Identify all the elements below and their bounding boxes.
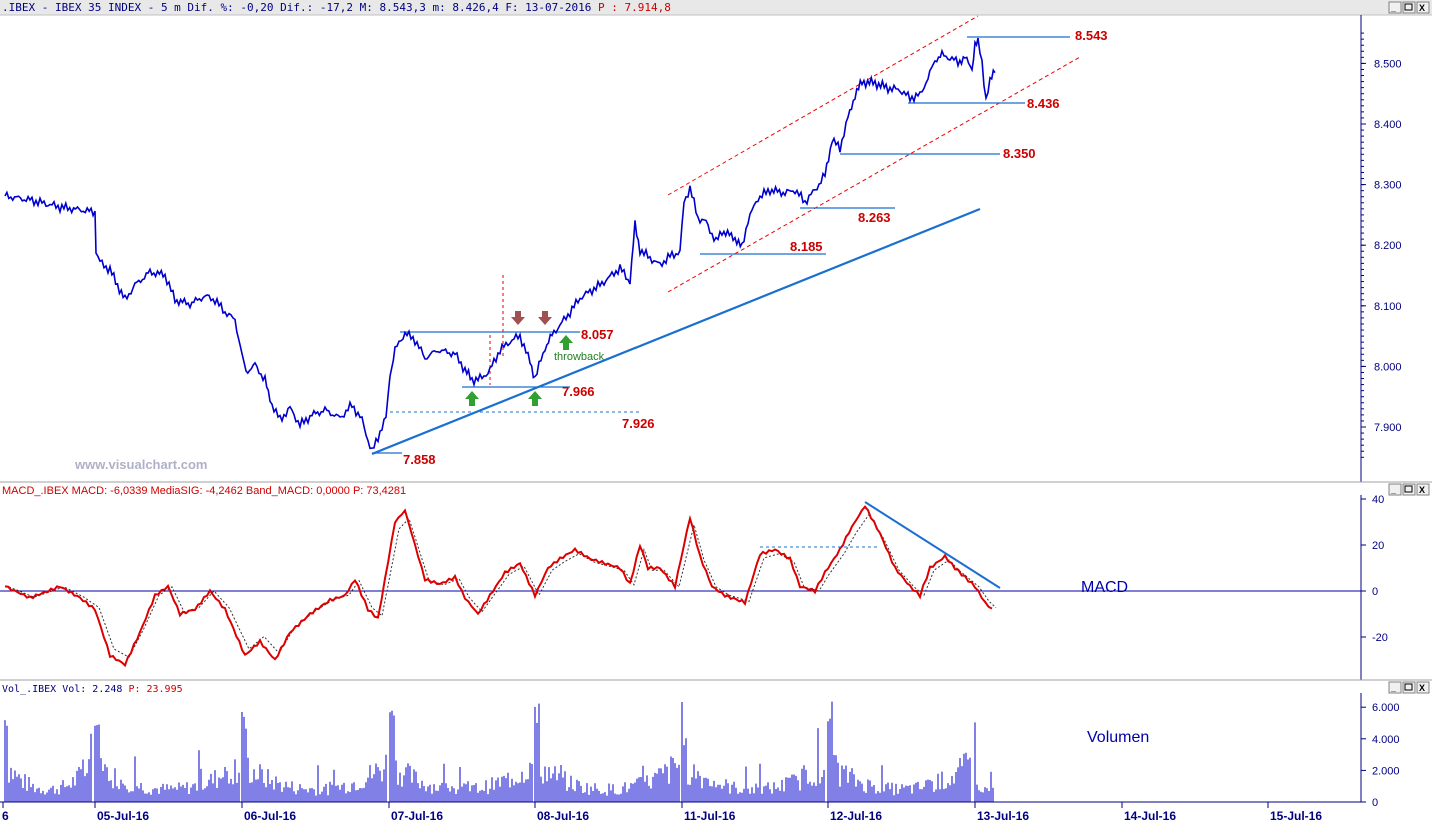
macd-axis-label: 0	[1372, 586, 1378, 598]
macd-close-icon: X	[1419, 485, 1425, 495]
level-label: 7.966	[562, 384, 595, 399]
price-axis-label: 8.500	[1374, 58, 1402, 70]
date-axis: 6 05-Jul-16 06-Jul-16 07-Jul-16 08-Jul-16 11-…	[0, 801, 1361, 823]
macd-header: MACD_.IBEX MACD: -6,0339 MediaSIG: -4,24…	[2, 485, 406, 497]
volume-axis-label: 4.000	[1372, 734, 1400, 746]
volume-axis: 6.000 4.000 2.000 0	[1361, 702, 1400, 809]
level-label: 8.543	[1075, 28, 1108, 43]
price-line	[4, 37, 996, 450]
volume-header-main: Vol_.IBEX Vol: 2.248	[2, 684, 128, 695]
volume-header-last: P: 23.995	[128, 684, 182, 695]
down-arrow-icon	[538, 311, 552, 325]
volume-window-controls: _ X	[1388, 681, 1430, 694]
macd-minimize-button[interactable]	[1388, 483, 1402, 496]
close-icon: X	[1419, 3, 1425, 13]
price-axis-label: 8.100	[1374, 301, 1402, 313]
volume-axis-label: 2.000	[1372, 765, 1400, 777]
date-axis-label: 6	[2, 809, 9, 823]
up-arrow-icon	[559, 335, 573, 350]
price-axis-label: 8.200	[1374, 240, 1402, 252]
date-axis-label: 08-Jul-16	[537, 809, 589, 823]
macd-axis-label: -20	[1372, 632, 1388, 644]
volume-label: Volumen	[1087, 729, 1149, 746]
price-header-main: .IBEX - IBEX 35 INDEX - 5 m Dif. %: -0,2…	[2, 1, 598, 14]
volume-axis-label: 6.000	[1372, 702, 1400, 714]
price-axis-label: 8.400	[1374, 119, 1402, 131]
macd-trendline	[864, 501, 1001, 589]
svg-text:.IBEX - IBEX 35 INDEX - 5 m D: .IBEX - IBEX 35 INDEX - 5 m Dif. %: -0,2…	[2, 1, 671, 14]
rising-trendline	[371, 207, 981, 456]
svg-text:Vol_.IBEX Vol: 2.248 P: 23.995: Vol_.IBEX Vol: 2.248 P: 23.995	[2, 684, 183, 695]
date-axis-label: 13-Jul-16	[977, 809, 1029, 823]
minimize-icon: _	[1390, 3, 1397, 13]
macd-close-button[interactable]	[1416, 483, 1430, 496]
macd-axis-label: 20	[1372, 540, 1384, 552]
price-overlays	[371, 15, 1081, 456]
date-axis-label: 07-Jul-16	[391, 809, 443, 823]
volume-axis-label: 0	[1372, 797, 1378, 809]
macd-line	[4, 505, 993, 668]
macd-panel: MACD_.IBEX MACD: -6,0339 MediaSIG: -4,24…	[0, 481, 1432, 680]
macd-window-controls: _ X	[1388, 483, 1430, 496]
watermark: www.visualchart.com	[74, 457, 207, 472]
price-window-controls: _ X	[1388, 1, 1430, 14]
macd-restore-icon	[1404, 485, 1413, 493]
level-labels: 8.543 8.436 8.350 8.263 8.185 8.057 7.966 7.926…	[403, 28, 1108, 467]
throwback-annotation: throwback	[554, 351, 605, 363]
date-axis-label: 05-Jul-16	[97, 809, 149, 823]
channel-upper-line	[667, 15, 979, 196]
volume-minimize-icon: _	[1390, 683, 1397, 693]
level-label: 8.436	[1027, 96, 1060, 111]
price-header-last: P : 7.914,8	[598, 1, 671, 14]
price-axis: 8.500 8.400 8.300 8.200 8.100 8.000 7.900	[1361, 32, 1402, 458]
macd-axis: 40 20 0 -20	[1361, 494, 1388, 644]
restore-icon	[1404, 3, 1413, 11]
date-axis-label: 12-Jul-16	[830, 809, 882, 823]
up-arrow-icon	[465, 391, 479, 406]
level-label: 8.263	[858, 210, 891, 225]
date-axis-label: 15-Jul-16	[1270, 809, 1322, 823]
macd-signal-line	[8, 513, 997, 658]
level-label: 7.926	[622, 416, 655, 431]
price-axis-label: 8.300	[1374, 180, 1402, 192]
volume-restore-button[interactable]	[1402, 681, 1416, 694]
volume-restore-icon	[1404, 683, 1413, 691]
volume-bars	[4, 701, 994, 802]
level-label: 8.057	[581, 327, 614, 342]
volume-close-button[interactable]	[1416, 681, 1430, 694]
close-button[interactable]	[1416, 1, 1430, 14]
macd-minimize-icon: _	[1390, 485, 1397, 495]
date-axis-label: 11-Jul-16	[684, 809, 736, 823]
volume-minimize-button[interactable]	[1388, 681, 1402, 694]
down-arrow-icon	[511, 311, 525, 325]
date-axis-label: 06-Jul-16	[244, 809, 296, 823]
up-arrow-icon	[528, 391, 542, 406]
macd-label: MACD	[1081, 579, 1128, 596]
volume-panel: Vol_.IBEX Vol: 2.248 P: 23.995 _ X 6.000…	[0, 679, 1432, 809]
date-axis-label: 14-Jul-16	[1124, 809, 1176, 823]
level-label: 8.350	[1003, 146, 1036, 161]
level-label: 8.185	[790, 239, 823, 254]
minimize-button[interactable]	[1388, 1, 1402, 14]
volume-close-icon: X	[1419, 683, 1425, 693]
macd-axis-label: 40	[1372, 494, 1384, 506]
macd-restore-button[interactable]	[1402, 483, 1416, 496]
level-label: 7.858	[403, 452, 436, 467]
price-axis-label: 8.000	[1374, 361, 1402, 373]
restore-button[interactable]	[1402, 1, 1416, 14]
price-panel: .IBEX - IBEX 35 INDEX - 5 m Dif. %: -0,2…	[0, 0, 1432, 482]
price-axis-label: 7.900	[1374, 422, 1402, 434]
channel-lower-line	[667, 56, 1081, 293]
